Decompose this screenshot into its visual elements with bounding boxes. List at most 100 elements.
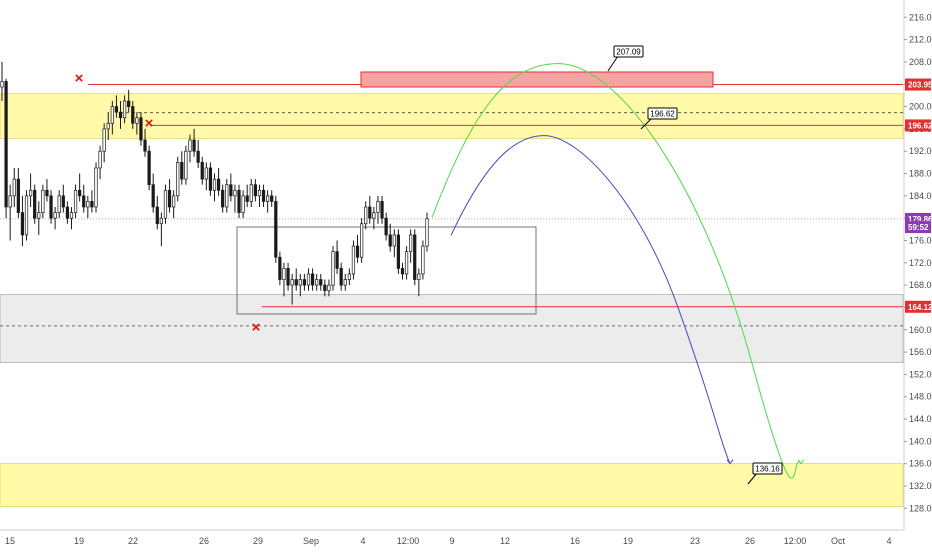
x-tick-label: 12 — [500, 536, 510, 546]
y-tick-label: 212.00 — [909, 35, 932, 45]
candle-body — [286, 268, 290, 286]
callout-label: 136.16 — [755, 465, 780, 474]
candle-body — [61, 195, 65, 208]
price-tag-label: 203.95 — [908, 81, 932, 90]
callout-label: 207.09 — [616, 48, 641, 57]
candle-body — [82, 195, 86, 208]
candle-body — [270, 195, 274, 202]
callout-pointer — [747, 472, 758, 485]
candle-body — [8, 195, 12, 208]
candles-group — [0, 61, 429, 305]
candle-body — [188, 139, 192, 152]
green-projection — [431, 63, 802, 479]
candle-body — [274, 201, 278, 258]
price-tag-label: 179.86 — [908, 215, 932, 224]
candle-body — [135, 117, 139, 124]
x-tick-label: 15 — [5, 536, 15, 546]
middle-support-zone — [0, 294, 904, 363]
price-tag-label: 164.12 — [908, 303, 932, 312]
y-tick-label: 132.00 — [909, 481, 932, 491]
x-tick-label: 26 — [199, 536, 209, 546]
price-tag — [905, 119, 931, 132]
candle-body — [384, 217, 388, 236]
candle-body — [335, 251, 339, 269]
candle-body — [241, 195, 245, 213]
candle-body — [172, 195, 176, 208]
candle-body — [266, 195, 270, 202]
candle-body — [310, 273, 315, 286]
y-tick-label: 144.00 — [909, 414, 932, 424]
candle-body — [155, 206, 159, 225]
candle-body — [409, 234, 413, 252]
callout-box — [647, 107, 678, 120]
candle-body — [417, 273, 421, 280]
candle-body — [343, 279, 347, 286]
candle-body — [212, 178, 217, 191]
price-axis-background — [904, 0, 932, 550]
candle-body — [49, 195, 53, 219]
y-tick-label: 128.00 — [909, 503, 932, 513]
candle-body — [339, 268, 343, 286]
candle-body — [69, 212, 74, 219]
candle-body — [425, 218, 429, 247]
callout-pointer — [607, 55, 619, 72]
candle-body — [73, 189, 78, 213]
candle-body — [229, 184, 233, 197]
y-tick-label: 152.00 — [909, 369, 932, 379]
candle-body — [302, 279, 307, 286]
candle-body — [249, 184, 253, 202]
candle-body — [396, 234, 401, 269]
candle-body — [327, 284, 331, 292]
candle-body — [237, 189, 241, 213]
candle-body — [57, 195, 61, 213]
price-tag-label: 59:52 — [908, 223, 929, 232]
candle-body — [139, 117, 143, 141]
blue-projection — [450, 135, 731, 464]
x-tick-label: 9 — [449, 536, 454, 546]
y-tick-label: 200.00 — [909, 102, 932, 112]
candle-body — [118, 111, 123, 119]
candle-body — [355, 245, 360, 258]
candle-body — [28, 189, 33, 197]
candle-body — [102, 128, 106, 152]
candle-body — [53, 212, 57, 219]
candle-body — [257, 189, 262, 197]
candle-body — [351, 245, 356, 275]
candle-body — [147, 150, 151, 186]
callout-box — [752, 462, 783, 475]
candle-body — [421, 245, 425, 275]
green-projection-arrowhead — [797, 459, 805, 465]
candle-body — [364, 206, 368, 225]
candle-body — [376, 201, 380, 213]
candle-body — [180, 162, 184, 180]
candle-body — [122, 100, 127, 119]
x-tick-label: 4 — [886, 536, 891, 546]
y-tick-label: 216.00 — [909, 12, 932, 22]
candle-body — [78, 189, 82, 197]
swing-high-marker-1: × — [75, 70, 84, 87]
candle-body — [306, 273, 311, 286]
candle-body — [0, 81, 4, 88]
candle-body — [110, 106, 114, 124]
y-tick-label: 136.00 — [909, 459, 932, 469]
candle-body — [127, 100, 131, 107]
candle-body — [400, 268, 405, 275]
candle-body — [323, 284, 327, 292]
candle-body — [98, 150, 102, 169]
candle-body — [359, 223, 364, 258]
candle-body — [225, 184, 229, 208]
candle-body — [65, 206, 70, 219]
target-resistance-box — [360, 71, 714, 88]
price-tag — [905, 78, 931, 91]
candle-body — [204, 167, 208, 180]
candle-body — [86, 201, 90, 208]
y-tick-label: 208.00 — [909, 57, 932, 67]
candle-body — [37, 212, 41, 219]
y-tick-label: 172.00 — [909, 258, 932, 268]
candle-body — [282, 268, 286, 280]
upper-supply-zone — [0, 93, 904, 139]
candle-body — [143, 139, 147, 152]
candle-body — [4, 81, 8, 208]
